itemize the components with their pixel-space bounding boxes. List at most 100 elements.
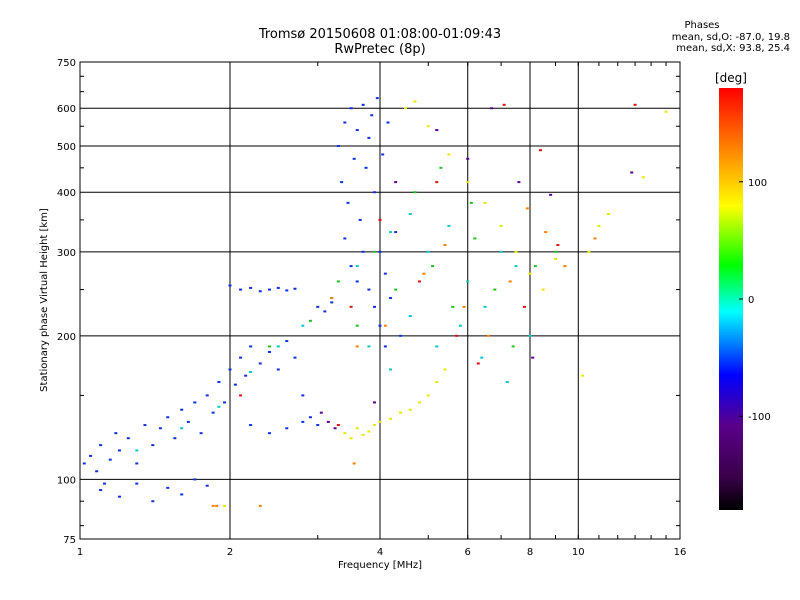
data-point [367, 136, 371, 139]
data-point [408, 315, 412, 318]
data-point [381, 153, 385, 156]
data-point [426, 125, 430, 128]
x-axis-ticks: 1 2 4 6 8 10 16 [77, 62, 686, 558]
x-tick-label: 4 [377, 547, 383, 558]
data-point [413, 100, 417, 103]
data-point [413, 191, 417, 194]
colorbar-tick-label: 100 [748, 178, 767, 189]
data-point [316, 424, 320, 427]
data-point [431, 265, 435, 268]
data-point [553, 257, 557, 260]
data-point [544, 231, 548, 234]
data-point [364, 166, 368, 169]
data-point [514, 250, 518, 253]
data-point [343, 121, 347, 124]
y-tick-label: 600 [57, 104, 76, 115]
data-point [239, 288, 243, 291]
data-point [308, 416, 312, 419]
data-point [378, 218, 382, 221]
data-point [466, 181, 470, 184]
data-point [417, 401, 421, 404]
x-tick-label: 6 [465, 547, 471, 558]
data-point [361, 250, 365, 253]
data-point [426, 250, 430, 253]
data-point [641, 176, 645, 179]
data-point [426, 394, 430, 397]
data-point [480, 356, 484, 359]
data-point [587, 250, 591, 253]
data-point [89, 454, 93, 457]
data-point [352, 462, 356, 465]
chart-title: Tromsø 20150608 01:08:00-01:09:43 [258, 27, 502, 42]
y-axis-label: Stationary phase Virtual Height [km] [39, 208, 50, 392]
data-point [476, 362, 480, 365]
data-point [180, 427, 184, 430]
data-point [117, 495, 121, 498]
data-point [249, 286, 253, 289]
data-point [389, 417, 393, 420]
data-point [135, 462, 139, 465]
data-point [346, 201, 350, 204]
data-point [103, 482, 107, 485]
data-point [483, 305, 487, 308]
data-point [336, 144, 340, 147]
data-point [326, 420, 330, 423]
phase-stats-o: mean, sd,O: -87.0, 19.8 [671, 32, 790, 43]
data-point [630, 171, 634, 174]
data-point [228, 284, 232, 287]
data-point [301, 394, 305, 397]
data-point [525, 207, 529, 210]
data-point [308, 319, 312, 322]
data-point [258, 504, 262, 507]
data-point [330, 301, 334, 304]
data-point [349, 265, 353, 268]
y-tick-label: 750 [57, 58, 76, 69]
data-point [276, 286, 280, 289]
data-point [443, 244, 447, 247]
data-point [373, 191, 377, 194]
data-point [135, 482, 139, 485]
x-tick-label: 10 [572, 547, 585, 558]
data-point [394, 231, 398, 234]
data-point [158, 427, 162, 430]
data-point [523, 305, 527, 308]
data-point [349, 107, 353, 110]
phases-label: Phases [684, 20, 720, 31]
data-point [408, 213, 412, 216]
data-point [355, 280, 359, 283]
data-point [469, 201, 473, 204]
data-point [383, 345, 387, 348]
data-point [422, 272, 426, 275]
y-tick-label: 400 [57, 188, 76, 199]
scatter-points [82, 97, 668, 507]
data-point [217, 405, 221, 408]
data-point [378, 420, 382, 423]
data-point [166, 416, 170, 419]
data-point [505, 381, 509, 384]
data-point [361, 103, 365, 106]
data-point [383, 324, 387, 327]
data-point [301, 420, 305, 423]
data-point [180, 493, 184, 496]
data-point [135, 449, 139, 452]
data-point [173, 437, 177, 440]
x-axis-label: Frequency [MHz] [338, 560, 422, 571]
data-point [490, 107, 494, 110]
data-point [394, 181, 398, 184]
grid-lines [80, 62, 680, 539]
data-point [319, 411, 323, 414]
data-point [553, 250, 557, 253]
data-point [389, 297, 393, 300]
data-point [394, 288, 398, 291]
data-point [180, 408, 184, 411]
data-point [99, 489, 103, 492]
data-point [462, 305, 466, 308]
data-point [249, 370, 253, 373]
data-point [493, 288, 497, 291]
data-point [355, 324, 359, 327]
colorbar-label: [deg] [715, 71, 747, 85]
y-tick-label: 500 [57, 142, 76, 153]
data-point [193, 478, 197, 481]
data-point [447, 224, 451, 227]
